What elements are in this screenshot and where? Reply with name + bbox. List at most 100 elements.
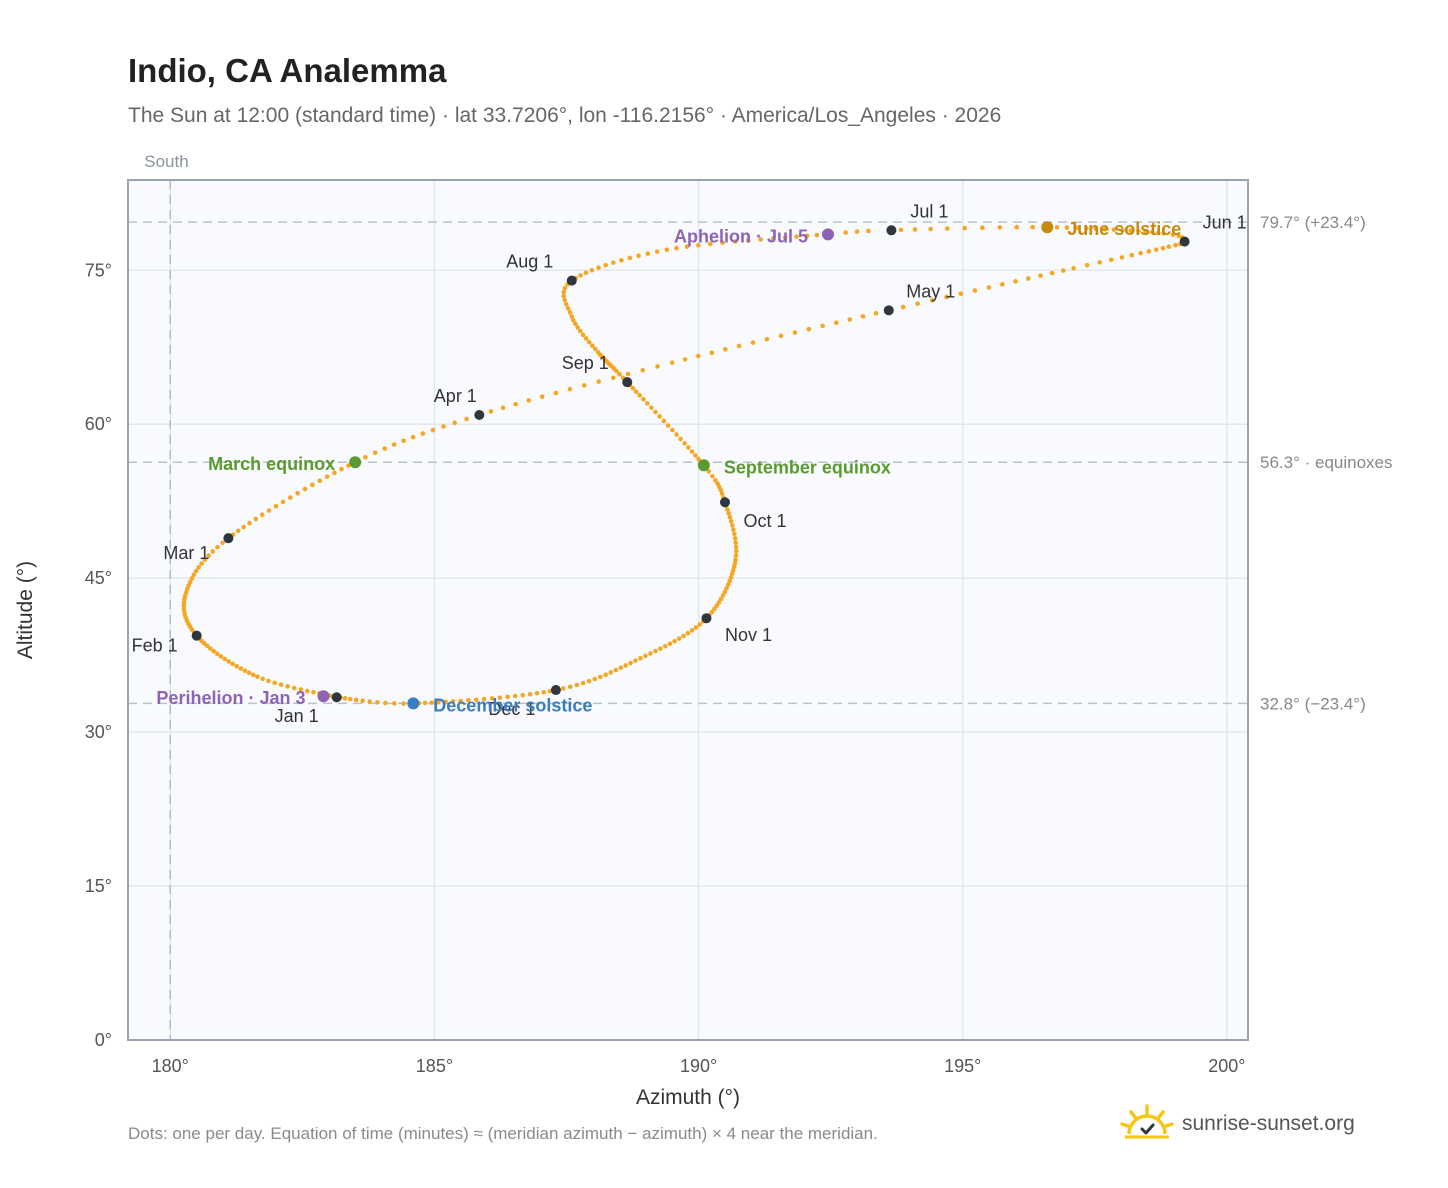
y-tick-label: 60° — [85, 414, 112, 434]
daily-dot — [709, 350, 715, 356]
daily-dot — [627, 255, 633, 261]
month-label: Oct 1 — [743, 511, 786, 531]
daily-dot — [1108, 257, 1114, 263]
daily-dot — [272, 680, 277, 686]
daily-dot — [580, 680, 586, 686]
daily-dot — [211, 648, 216, 654]
daily-dot — [712, 606, 717, 612]
daily-dot — [360, 698, 365, 704]
daily-dot — [689, 628, 695, 633]
daily-dot — [375, 700, 380, 705]
daily-dot — [658, 646, 663, 651]
daily-dot — [1170, 232, 1176, 237]
daily-dot — [758, 237, 764, 242]
daily-dot — [625, 371, 631, 377]
daily-dot — [655, 364, 660, 369]
daily-dot — [708, 241, 713, 247]
month-label: Jan 1 — [275, 706, 319, 726]
daily-dot — [191, 572, 197, 578]
daily-dot — [685, 630, 691, 636]
daily-dot — [638, 655, 643, 661]
daily-dot — [298, 687, 304, 692]
daily-dot — [441, 424, 446, 429]
daily-dot — [208, 646, 213, 651]
daily-dot — [430, 427, 436, 433]
daily-dot — [686, 445, 691, 450]
daily-dot — [731, 564, 737, 569]
daily-dot — [560, 686, 566, 691]
daily-dot — [310, 482, 315, 488]
daily-dot — [722, 589, 728, 595]
daily-dot — [669, 360, 675, 365]
daily-dot — [670, 427, 675, 433]
footnote: Dots: one per day. Equation of time (min… — [128, 1124, 878, 1143]
daily-dot — [266, 508, 272, 513]
daily-dot — [562, 297, 568, 303]
daily-dot — [187, 579, 193, 585]
daily-dot — [500, 405, 506, 411]
daily-dot — [202, 557, 208, 562]
daily-dot — [714, 603, 720, 608]
daily-dot — [709, 609, 715, 615]
month-label: Jul 1 — [910, 201, 948, 221]
daily-dot — [608, 670, 614, 675]
daily-dot — [295, 490, 300, 496]
daily-dot — [539, 394, 545, 399]
brand[interactable]: sunrise-sunset.org — [1120, 1104, 1355, 1144]
daily-dot — [1093, 226, 1099, 231]
daily-dot — [833, 320, 839, 325]
daily-dot — [372, 450, 378, 456]
daily-dot — [353, 697, 359, 703]
daily-dot — [729, 571, 735, 577]
daily-dot — [234, 663, 239, 669]
daily-dot — [573, 321, 578, 327]
daily-dot — [1128, 228, 1134, 233]
daily-dot — [1173, 242, 1178, 248]
daily-dot — [1013, 279, 1018, 284]
daily-dot — [636, 253, 641, 259]
daily-dot — [778, 333, 784, 339]
daily-dot — [649, 405, 654, 410]
month-label: Mar 1 — [163, 543, 209, 563]
event-marker — [407, 697, 420, 710]
daily-dot — [843, 230, 848, 235]
daily-dot — [367, 699, 372, 704]
event-marker — [822, 228, 834, 241]
daily-dot — [1074, 225, 1079, 231]
daily-dot — [945, 226, 950, 231]
daily-dot — [569, 314, 575, 319]
daily-dot — [719, 491, 725, 496]
daily-dot — [583, 336, 589, 341]
x-tick-label: 200° — [1208, 1056, 1245, 1076]
daily-dot — [1149, 229, 1155, 235]
daily-dot — [1155, 230, 1161, 236]
daily-dot — [630, 385, 636, 391]
daily-dot — [986, 285, 992, 290]
daily-dot — [958, 291, 964, 297]
daily-dot — [733, 544, 739, 550]
daily-dot — [420, 431, 426, 436]
daily-dot — [586, 678, 592, 684]
daily-dot — [199, 561, 204, 566]
daily-dot — [222, 656, 227, 662]
daily-dot — [586, 339, 592, 345]
daily-dot — [997, 225, 1003, 230]
event-label: Perihelion · Jan 3 — [156, 688, 305, 708]
daily-dot — [732, 535, 738, 541]
daily-dot — [429, 700, 434, 705]
daily-dot — [553, 390, 559, 396]
daily-dot — [332, 470, 337, 476]
daily-dot — [382, 446, 388, 451]
daily-dot — [583, 270, 589, 276]
daily-dot — [613, 667, 619, 673]
daily-dot — [302, 486, 308, 492]
reference-label: 56.3° · equinoxes — [1260, 453, 1393, 472]
daily-dot — [226, 659, 231, 664]
daily-dot — [287, 495, 293, 500]
daily-dot — [363, 454, 368, 460]
daily-dot — [1000, 282, 1005, 287]
south-label: South — [144, 152, 188, 171]
daily-dot — [1060, 268, 1066, 273]
month-marker — [886, 225, 897, 236]
daily-dot — [804, 233, 810, 239]
